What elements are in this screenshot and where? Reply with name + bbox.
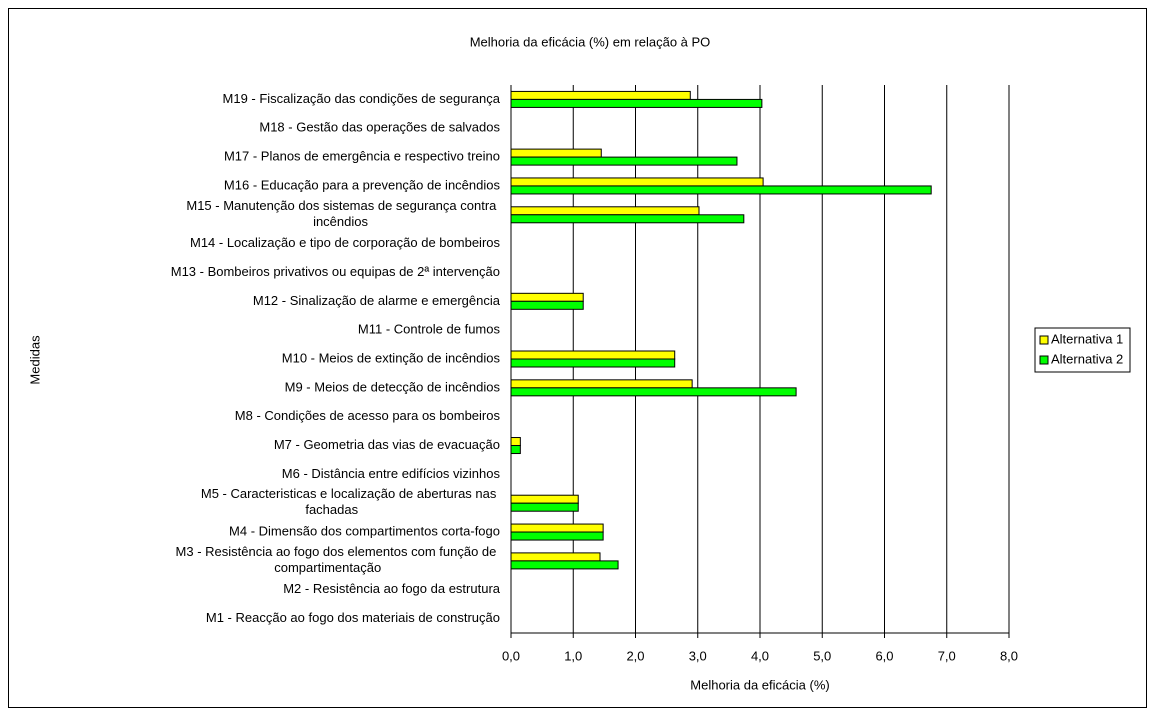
y-tick-label: M19 - Fiscalização das condições de segu… [223,91,501,106]
legend-box [1034,327,1131,373]
y-axis-title: Medidas [27,335,42,385]
bar [510,494,579,504]
y-tick-label: M17 - Planos de emergência e respectivo … [224,149,500,164]
y-tick-label: M8 - Condições de acesso para os bombeir… [235,408,501,423]
chart-title: Melhoria da eficácia (%) em relação à PO [470,34,711,49]
bar [510,502,579,512]
bar [510,445,521,455]
bar [510,350,676,360]
x-tick-label: 2,0 [626,648,644,663]
y-tick-label: M18 - Gestão das operações de salvados [259,120,500,135]
y-tick-label: M11 - Controle de fumos [358,322,501,337]
x-tick-label: 6,0 [875,648,893,663]
bar [510,206,700,216]
y-tick-label: M15 - Manutenção dos sistemas de seguran… [186,198,500,229]
bar [510,387,797,397]
bar [510,148,602,158]
bar [510,292,584,302]
bar [510,185,932,195]
bar [510,156,738,166]
y-tick-label: M16 - Educação para a prevenção de incên… [224,177,501,192]
bar [510,177,764,187]
legend-label: Alternativa 2 [1051,351,1123,366]
x-tick-label: 1,0 [564,648,582,663]
x-axis-title: Melhoria da eficácia (%) [690,677,829,692]
x-tick-label: 5,0 [813,648,831,663]
y-tick-label: M6 - Distância entre edifícios vizinhos [282,466,501,481]
bar [510,523,604,533]
bar [510,90,691,100]
y-tick-label: M5 - Caracteristicas e localização de ab… [201,487,500,518]
bar [510,437,521,447]
bar [510,552,601,562]
y-tick-label: M3 - Resistência ao fogo dos elementos c… [176,544,500,575]
y-tick-label: M13 - Bombeiros privativos ou equipas de… [171,264,500,279]
y-tick-label: M4 - Dimensão dos compartimentos corta-f… [229,523,500,538]
legend-swatch [1039,355,1049,365]
y-tick-label: M1 - Reacção ao fogo dos materiais de co… [206,610,500,625]
legend-swatch [1039,335,1049,345]
y-tick-label: M9 - Meios de detecção de incêndios [285,379,501,394]
x-tick-label: 3,0 [689,648,707,663]
y-tick-label: M10 - Meios de extinção de incêndios [282,350,501,365]
y-tick-label: M2 - Resistência ao fogo da estrutura [283,581,501,596]
bar [510,358,676,368]
bar [510,214,745,224]
legend-label: Alternativa 1 [1051,331,1123,346]
bar [510,560,619,570]
bar [510,379,693,389]
bar [510,98,763,108]
y-tick-label: M7 - Geometria das vias de evacuação [274,437,500,452]
x-tick-label: 0,0 [502,648,520,663]
x-tick-label: 4,0 [751,648,769,663]
x-tick-label: 8,0 [1000,648,1018,663]
bar [510,300,584,310]
bar [510,531,604,541]
y-tick-label: M12 - Sinalização de alarme e emergência [253,293,501,308]
x-tick-label: 7,0 [938,648,956,663]
y-tick-label: M14 - Localização e tipo de corporação d… [190,235,501,250]
